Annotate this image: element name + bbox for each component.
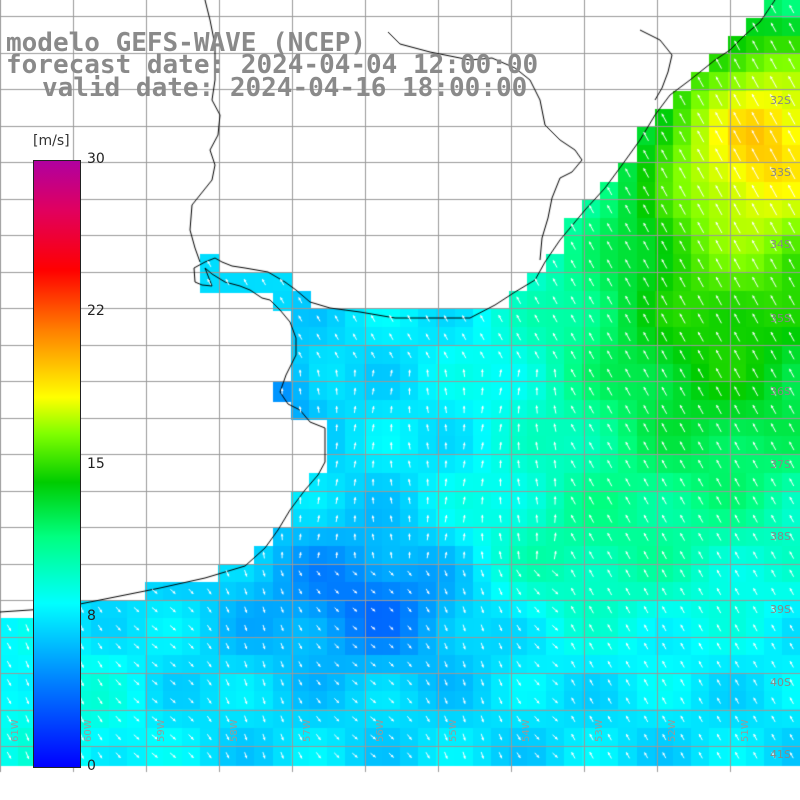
lat-label: 41S [770, 748, 791, 761]
lat-label: 34S [770, 238, 791, 251]
model-title: modelo GEFS-WAVE (NCEP) [6, 28, 367, 58]
lon-label: 58W [229, 719, 240, 742]
colorbar-tick-22: 22 [87, 303, 105, 319]
valid-date: valid date: 2024-04-16 18:00:00 [42, 73, 528, 103]
colorbar [33, 160, 81, 768]
lon-label: 57W [302, 719, 313, 742]
colorbar-tick-0: 0 [87, 758, 96, 774]
lon-label: 53W [594, 719, 605, 742]
lon-label: 56W [375, 719, 386, 742]
colorbar-tick-8: 8 [87, 608, 96, 624]
lon-label: 55W [448, 719, 459, 742]
lon-label: 60W [83, 719, 94, 742]
lat-label: 37S [770, 458, 791, 471]
lat-label: 38S [770, 530, 791, 543]
lon-label: 54W [521, 719, 532, 742]
lat-label: 36S [770, 385, 791, 398]
lat-label: 33S [770, 166, 791, 179]
forecast-date: forecast date: 2024-04-04 12:00:00 [6, 50, 539, 80]
colorbar-unit: [m/s] [33, 133, 70, 149]
colorbar-tick-30: 30 [87, 151, 105, 167]
lat-label: 32S [770, 94, 791, 107]
lat-label: 40S [770, 676, 791, 689]
colorbar-tick-15: 15 [87, 456, 105, 472]
lon-label: 52W [667, 719, 678, 742]
lon-label: 51W [740, 719, 751, 742]
lat-label: 35S [770, 312, 791, 325]
lon-label: 61W [10, 719, 21, 742]
lat-label: 39S [770, 603, 791, 616]
lon-label: 59W [156, 719, 167, 742]
